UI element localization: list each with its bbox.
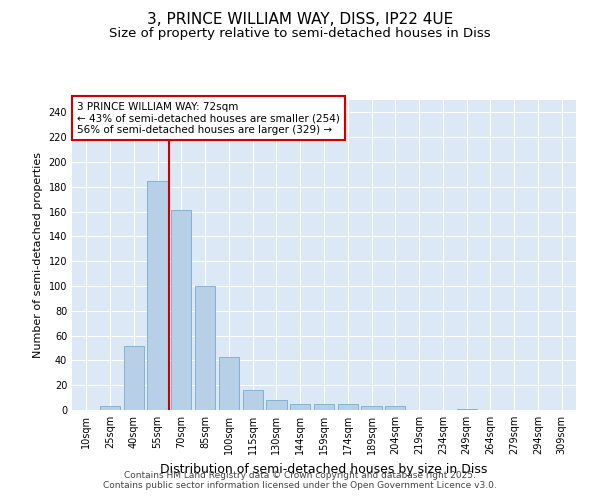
Bar bbox=[290, 404, 310, 410]
Bar bbox=[195, 286, 215, 410]
Bar bbox=[171, 210, 191, 410]
Bar bbox=[457, 409, 477, 410]
Text: 3 PRINCE WILLIAM WAY: 72sqm
← 43% of semi-detached houses are smaller (254)
56% : 3 PRINCE WILLIAM WAY: 72sqm ← 43% of sem… bbox=[77, 102, 340, 134]
Y-axis label: Number of semi-detached properties: Number of semi-detached properties bbox=[33, 152, 43, 358]
Bar bbox=[242, 390, 263, 410]
Bar bbox=[361, 406, 382, 410]
Text: Size of property relative to semi-detached houses in Diss: Size of property relative to semi-detach… bbox=[109, 28, 491, 40]
Bar bbox=[338, 404, 358, 410]
Bar bbox=[266, 400, 287, 410]
Bar bbox=[314, 404, 334, 410]
Bar bbox=[100, 406, 120, 410]
Bar bbox=[148, 180, 167, 410]
Text: Contains HM Land Registry data © Crown copyright and database right 2025.
Contai: Contains HM Land Registry data © Crown c… bbox=[103, 470, 497, 490]
Bar bbox=[219, 356, 239, 410]
Text: 3, PRINCE WILLIAM WAY, DISS, IP22 4UE: 3, PRINCE WILLIAM WAY, DISS, IP22 4UE bbox=[147, 12, 453, 28]
X-axis label: Distribution of semi-detached houses by size in Diss: Distribution of semi-detached houses by … bbox=[160, 462, 488, 475]
Bar bbox=[124, 346, 144, 410]
Bar bbox=[385, 406, 406, 410]
